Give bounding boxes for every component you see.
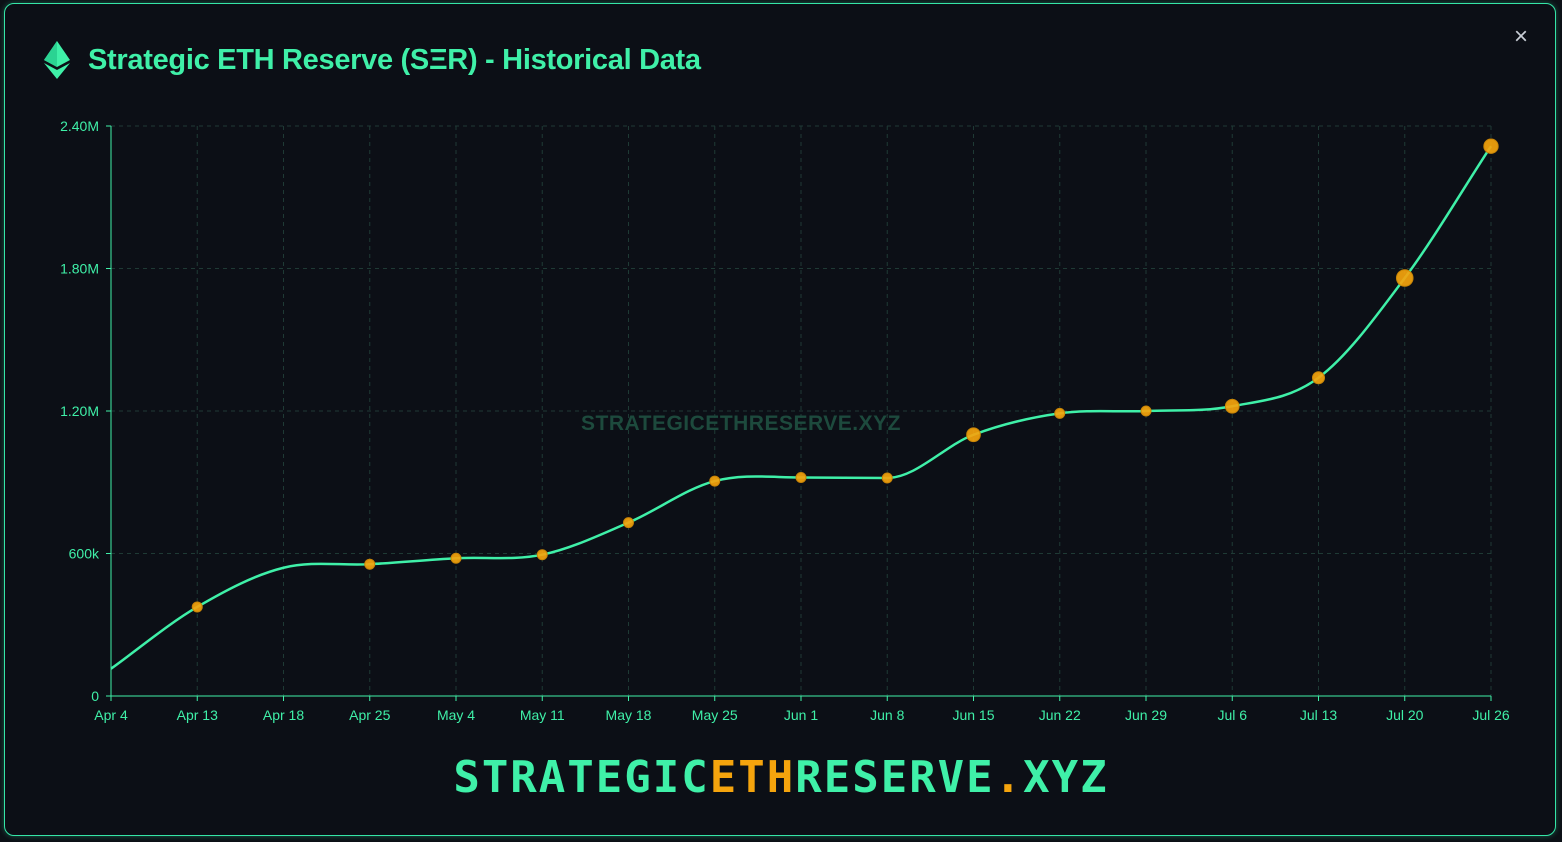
x-tick-label: Apr 4 — [94, 707, 128, 723]
x-tick-label: Jun 1 — [784, 707, 818, 723]
data-point — [623, 517, 634, 529]
ethereum-icon — [44, 41, 70, 79]
x-tick-label: Apr 25 — [349, 707, 390, 723]
brand-wordmark: STRATEGICETHRESERVE.XYZ — [0, 752, 1562, 803]
x-tick-label: Jun 15 — [952, 707, 994, 723]
page-title: Strategic ETH Reserve (SΞR) - Historical… — [88, 43, 701, 76]
data-point — [1054, 407, 1066, 419]
close-icon[interactable]: × — [1513, 23, 1528, 50]
data-point — [966, 427, 981, 443]
data-point — [709, 475, 721, 487]
data-point — [1483, 138, 1499, 154]
x-tick-label: Jul 13 — [1300, 707, 1338, 723]
y-tick-label: 1.80M — [60, 261, 99, 277]
y-tick-label: 600k — [69, 546, 100, 562]
brand-part-xyz: XYZ — [1023, 752, 1109, 803]
x-tick-label: May 11 — [520, 707, 565, 723]
data-point — [1311, 371, 1326, 385]
x-tick-label: Jun 8 — [870, 707, 904, 723]
data-point — [1140, 405, 1152, 417]
x-tick-label: May 18 — [606, 707, 652, 723]
x-tick-label: Jun 22 — [1039, 707, 1081, 723]
x-tick-label: Jul 6 — [1217, 707, 1247, 723]
x-tick-label: May 4 — [437, 707, 475, 723]
y-tick-label: 2.40M — [60, 118, 99, 134]
x-tick-label: Apr 18 — [263, 707, 304, 723]
data-point — [795, 472, 807, 483]
x-tick-label: Jun 29 — [1125, 707, 1167, 723]
brand-part-eth: ETH — [709, 752, 796, 803]
chart-modal — [4, 3, 1556, 836]
data-point — [364, 558, 376, 570]
brand-part-strategic: STRATEGIC — [453, 752, 710, 803]
data-point — [1224, 398, 1240, 414]
series-line — [110, 145, 1493, 670]
data-point — [1395, 269, 1414, 287]
x-tick-label: May 25 — [692, 707, 738, 723]
chart-watermark: STRATEGICETHRESERVE.XYZ — [581, 412, 901, 435]
data-point — [881, 472, 893, 484]
x-tick-label: Apr 13 — [177, 707, 218, 723]
data-point — [191, 601, 203, 613]
x-tick-label: Jul 26 — [1472, 707, 1510, 723]
y-tick-label: 1.20M — [60, 403, 99, 419]
y-tick-label: 0 — [91, 688, 99, 704]
brand-part-reserve: RESERVE — [795, 752, 995, 803]
data-point — [536, 549, 548, 561]
brand-part-dot: . — [994, 752, 1024, 803]
data-point — [450, 552, 462, 564]
x-tick-label: Jul 20 — [1386, 707, 1424, 723]
modal-header: Strategic ETH Reserve (SΞR) - Historical… — [44, 40, 701, 80]
